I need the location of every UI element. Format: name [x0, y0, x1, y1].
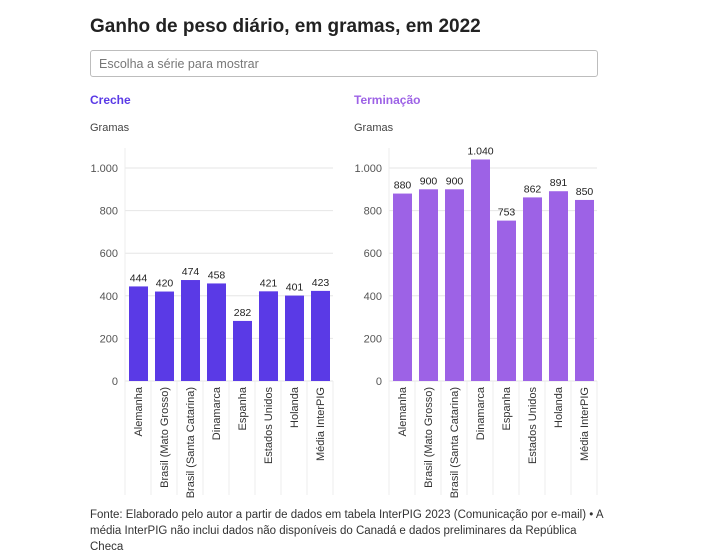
bar-value-label: 880: [394, 180, 412, 192]
bar: [285, 295, 304, 381]
bar-value-label: 420: [156, 278, 174, 290]
bar: [471, 159, 490, 381]
x-tick-label: Brasil (Mato Grosso): [423, 387, 435, 488]
bar-value-label: 474: [182, 266, 200, 278]
y-tick-label: 400: [364, 291, 382, 303]
bar: [445, 189, 464, 381]
bar: [549, 191, 568, 381]
x-tick-label: Brasil (Santa Catarina): [185, 387, 197, 498]
x-tick-label: Média InterPIG: [315, 387, 327, 461]
y-tick-label: 1.000: [354, 163, 382, 175]
bar-value-label: 444: [130, 272, 148, 284]
source-note: Fonte: Elaborado pelo autor a partir de …: [90, 509, 603, 553]
bar-value-label: 401: [286, 282, 304, 294]
x-tick-label: Estados Unidos: [263, 387, 275, 465]
x-tick-label: Brasil (Santa Catarina): [449, 387, 461, 498]
x-tick-label: Dinamarca: [475, 386, 487, 440]
bar-value-label: 282: [234, 307, 252, 319]
bar-value-label: 862: [524, 183, 542, 195]
bar: [575, 199, 594, 381]
x-tick-label: Brasil (Mato Grosso): [159, 387, 171, 488]
x-tick-label: Holanda: [289, 386, 301, 428]
bar-value-label: 1.040: [467, 145, 493, 157]
bar: [155, 291, 174, 381]
x-tick-label: Estados Unidos: [527, 387, 539, 465]
y-tick-label: 600: [364, 248, 382, 260]
y-axis-label-creche: Gramas: [90, 122, 130, 134]
page-title: Ganho de peso diário, em gramas, em 2022: [90, 16, 481, 37]
bar: [393, 193, 412, 381]
x-tick-label: Alemanha: [133, 386, 145, 436]
chart-title-creche: Creche: [90, 93, 131, 107]
y-tick-label: 0: [112, 376, 118, 388]
bar-value-label: 850: [576, 186, 594, 198]
bar-value-label: 900: [446, 175, 464, 187]
y-tick-label: 800: [100, 206, 118, 218]
y-tick-label: 200: [100, 333, 118, 345]
x-tick-label: Média InterPIG: [579, 387, 591, 461]
bar: [259, 291, 278, 381]
y-tick-label: 600: [100, 248, 118, 260]
x-tick-label: Holanda: [553, 386, 565, 428]
bar-value-label: 423: [312, 277, 330, 289]
y-tick-label: 0: [376, 376, 382, 388]
bar-value-label: 891: [550, 177, 568, 189]
bar-value-label: 458: [208, 269, 226, 281]
x-tick-label: Alemanha: [397, 386, 409, 436]
bar: [311, 290, 330, 381]
series-search-input[interactable]: [90, 50, 598, 77]
bar: [523, 197, 542, 381]
bar: [419, 189, 438, 381]
bar: [129, 286, 148, 381]
y-tick-label: 1.000: [90, 163, 118, 175]
x-tick-label: Dinamarca: [211, 386, 223, 440]
bar-value-label: 753: [498, 207, 516, 219]
chart-title-terminacao: Terminação: [354, 93, 421, 107]
bar: [181, 280, 200, 381]
y-tick-label: 200: [364, 333, 382, 345]
x-tick-label: Espanha: [501, 386, 513, 430]
bar: [497, 220, 516, 381]
bar-value-label: 900: [420, 175, 438, 187]
bar: [233, 320, 252, 381]
y-tick-label: 800: [364, 206, 382, 218]
y-tick-label: 400: [100, 291, 118, 303]
bar-value-label: 421: [260, 277, 278, 289]
x-tick-label: Espanha: [237, 386, 249, 430]
bar: [207, 283, 226, 381]
y-axis-label-terminacao: Gramas: [354, 122, 394, 134]
